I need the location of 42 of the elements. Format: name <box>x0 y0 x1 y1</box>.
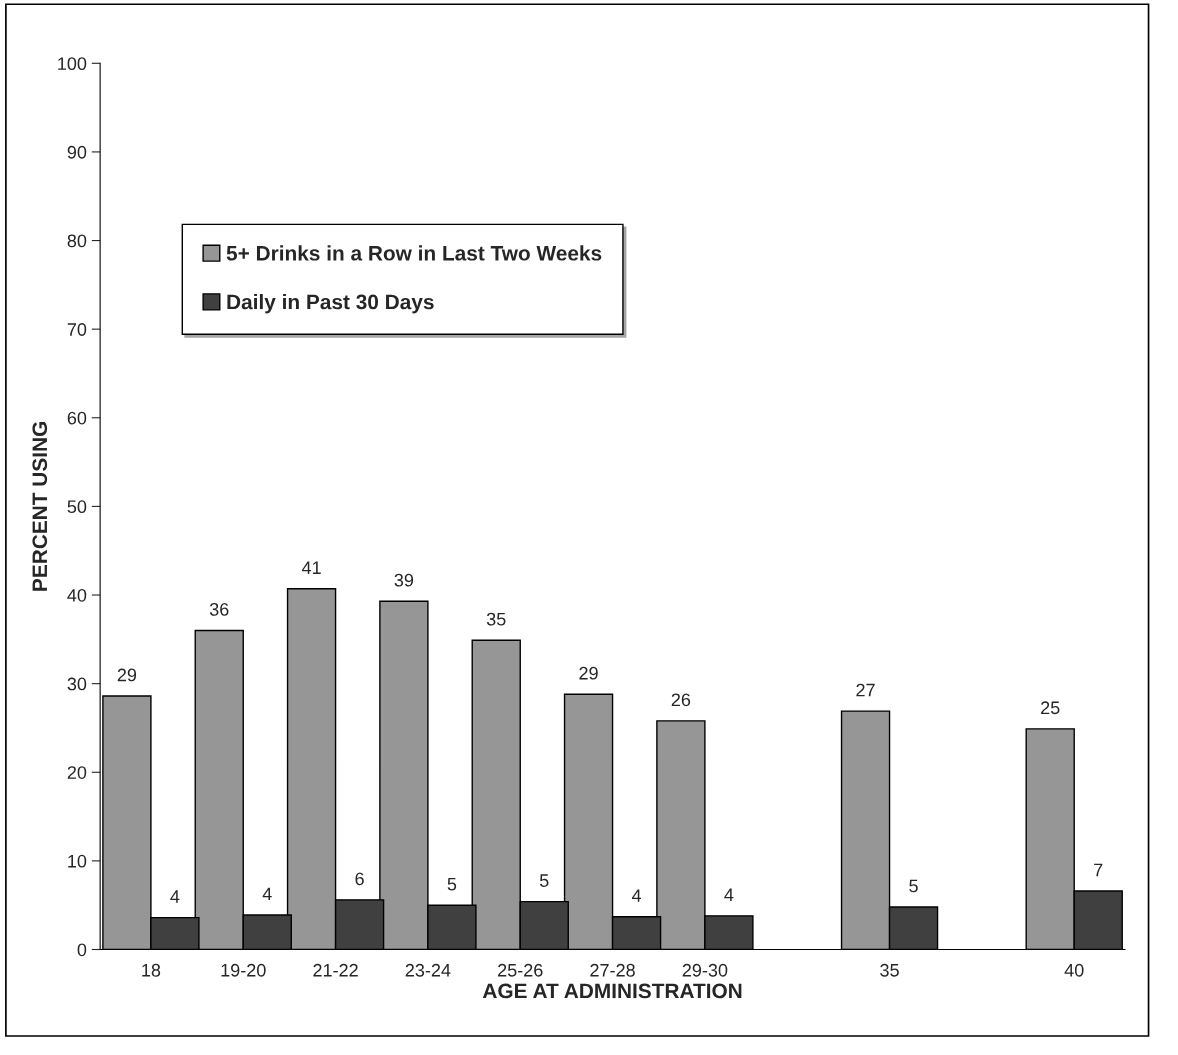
y-tick-label: 100 <box>58 57 87 71</box>
x-tick-label: 19-20 <box>221 963 266 977</box>
data-label: 35 <box>486 612 506 626</box>
data-label: 4 <box>262 887 272 901</box>
x-axis-title: AGE AT ADMINISTRATION <box>482 983 742 999</box>
data-label: 4 <box>724 888 734 901</box>
data-label: 41 <box>301 561 321 574</box>
data-label: 4 <box>170 890 180 903</box>
x-tick-label: 23-24 <box>405 963 451 977</box>
y-tick-label: 10 <box>68 854 87 868</box>
y-tick-label: 30 <box>67 677 87 691</box>
y-tick-label: 70 <box>67 323 87 336</box>
data-label: 29 <box>579 666 598 680</box>
x-tick-label: 27-28 <box>590 963 635 977</box>
x-tick-label: 40 <box>1064 963 1084 977</box>
y-axis-title: PERCENT USING <box>32 422 48 591</box>
legend-label: Daily in Past 30 Days <box>227 294 434 314</box>
x-tick-label: 21-22 <box>313 963 358 977</box>
x-tick-label: 25-26 <box>498 963 543 977</box>
data-label: 5 <box>447 877 457 891</box>
data-label: 26 <box>671 693 691 707</box>
y-tick-label: 80 <box>67 234 87 248</box>
y-tick-label: 60 <box>67 411 87 425</box>
data-label: 4 <box>631 889 642 902</box>
data-label: 6 <box>355 872 364 886</box>
data-label: 36 <box>209 603 229 616</box>
legend-label: 5+ Drinks in a Row in Last Two Weeks <box>226 245 602 261</box>
data-label: 5 <box>909 879 918 893</box>
data-label: 25 <box>1041 701 1060 715</box>
y-tick-label: 50 <box>67 500 87 514</box>
data-label: 29 <box>117 668 137 682</box>
y-tick-label: 20 <box>67 766 87 779</box>
x-tick-label: 29-30 <box>682 963 728 977</box>
data-label: 27 <box>856 683 875 697</box>
data-label: 7 <box>1094 863 1103 877</box>
data-label: 39 <box>394 573 414 587</box>
x-tick-label: 35 <box>880 963 899 977</box>
y-tick-label: 90 <box>67 145 87 159</box>
y-tick-label: 40 <box>67 588 87 602</box>
data-label: 5 <box>539 874 549 887</box>
x-tick-label: 18 <box>142 963 161 977</box>
y-tick-label: 0 <box>77 943 87 957</box>
